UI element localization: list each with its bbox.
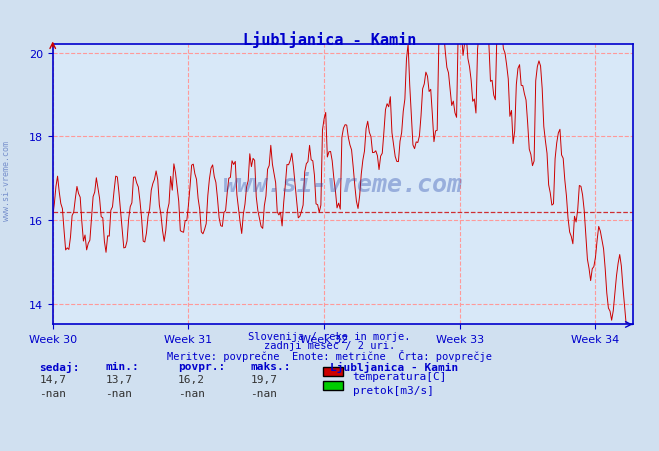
Text: 19,7: 19,7: [250, 374, 277, 384]
Text: min.:: min.:: [105, 361, 139, 371]
Text: www.si-vreme.com: www.si-vreme.com: [223, 173, 463, 197]
Text: Slovenija / reke in morje.: Slovenija / reke in morje.: [248, 331, 411, 341]
Text: temperatura[C]: temperatura[C]: [353, 371, 447, 381]
Text: Ljubljanica - Kamin: Ljubljanica - Kamin: [330, 361, 458, 372]
Text: -nan: -nan: [105, 388, 132, 398]
Text: 16,2: 16,2: [178, 374, 205, 384]
Text: Meritve: povprečne  Enote: metrične  Črta: povprečje: Meritve: povprečne Enote: metrične Črta:…: [167, 350, 492, 362]
Text: 14,7: 14,7: [40, 374, 67, 384]
Text: -nan: -nan: [178, 388, 205, 398]
Text: sedaj:: sedaj:: [40, 361, 80, 372]
Text: -nan: -nan: [40, 388, 67, 398]
Text: pretok[m3/s]: pretok[m3/s]: [353, 385, 434, 395]
Text: Ljubljanica - Kamin: Ljubljanica - Kamin: [243, 32, 416, 48]
Text: www.si-vreme.com: www.si-vreme.com: [2, 141, 11, 220]
Text: zadnji mesec / 2 uri.: zadnji mesec / 2 uri.: [264, 341, 395, 350]
Text: 13,7: 13,7: [105, 374, 132, 384]
Text: povpr.:: povpr.:: [178, 361, 225, 371]
Text: -nan: -nan: [250, 388, 277, 398]
Text: maks.:: maks.:: [250, 361, 291, 371]
